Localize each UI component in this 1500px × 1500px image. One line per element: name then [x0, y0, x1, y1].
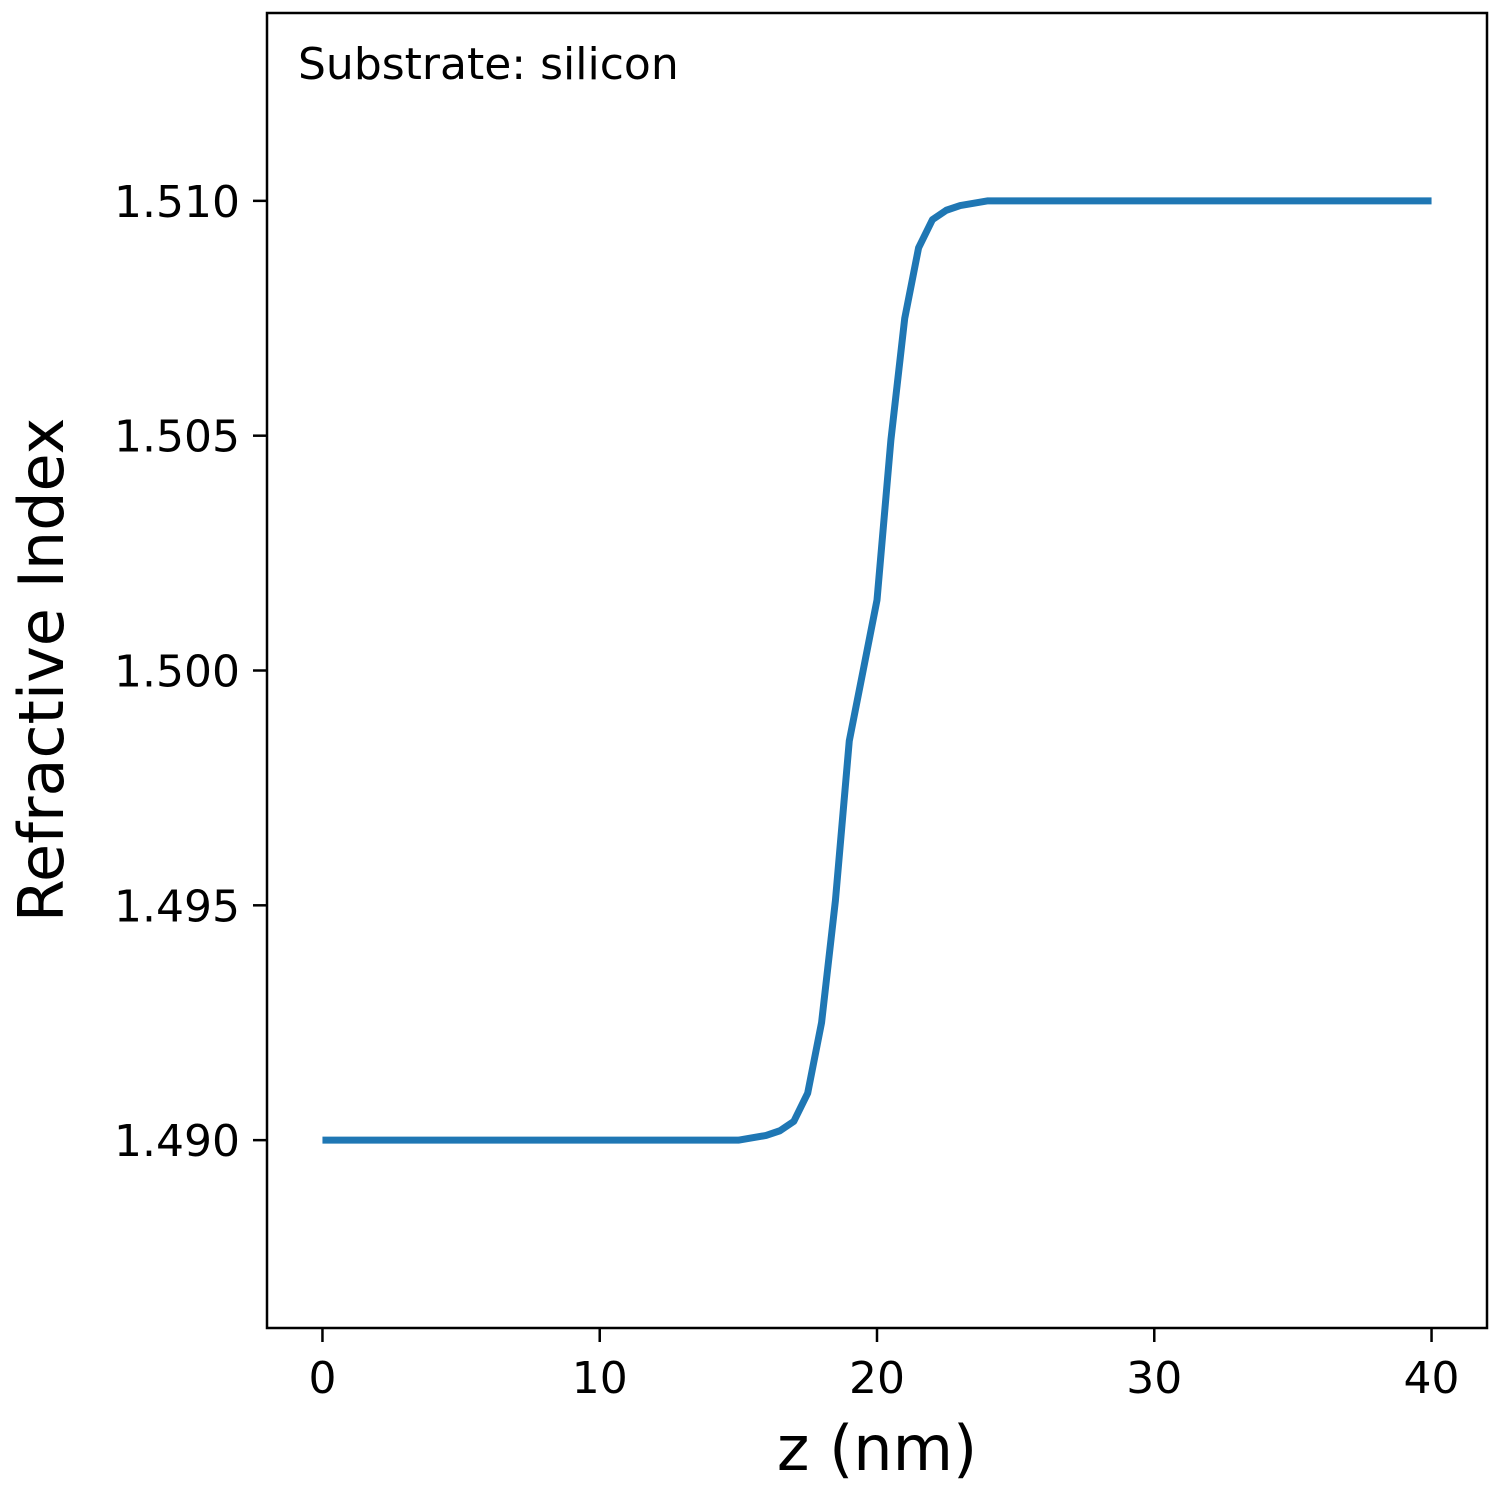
x-axis-label: z (nm) — [777, 1412, 977, 1485]
x-axis-ticks: 0 10 20 30 40 — [308, 1328, 1460, 1404]
x-tick-label: 20 — [849, 1353, 905, 1404]
substrate-annotation: Substrate: silicon — [298, 39, 679, 90]
x-tick-label: 40 — [1404, 1353, 1460, 1404]
x-tick-label: 30 — [1126, 1353, 1182, 1404]
x-tick-label: 0 — [308, 1353, 336, 1404]
y-axis-label: Refractive Index — [5, 418, 78, 923]
y-tick-label: 1.495 — [114, 881, 240, 932]
y-tick-label: 1.510 — [114, 177, 240, 228]
x-tick-label: 10 — [572, 1353, 628, 1404]
y-axis-ticks: 1.490 1.495 1.500 1.505 1.510 — [114, 177, 267, 1167]
series-line — [322, 197, 1432, 1144]
plot-frame — [265, 11, 1489, 1330]
y-tick-label: 1.505 — [114, 412, 240, 463]
y-tick-label: 1.490 — [114, 1116, 240, 1167]
y-tick-label: 1.500 — [114, 647, 240, 698]
